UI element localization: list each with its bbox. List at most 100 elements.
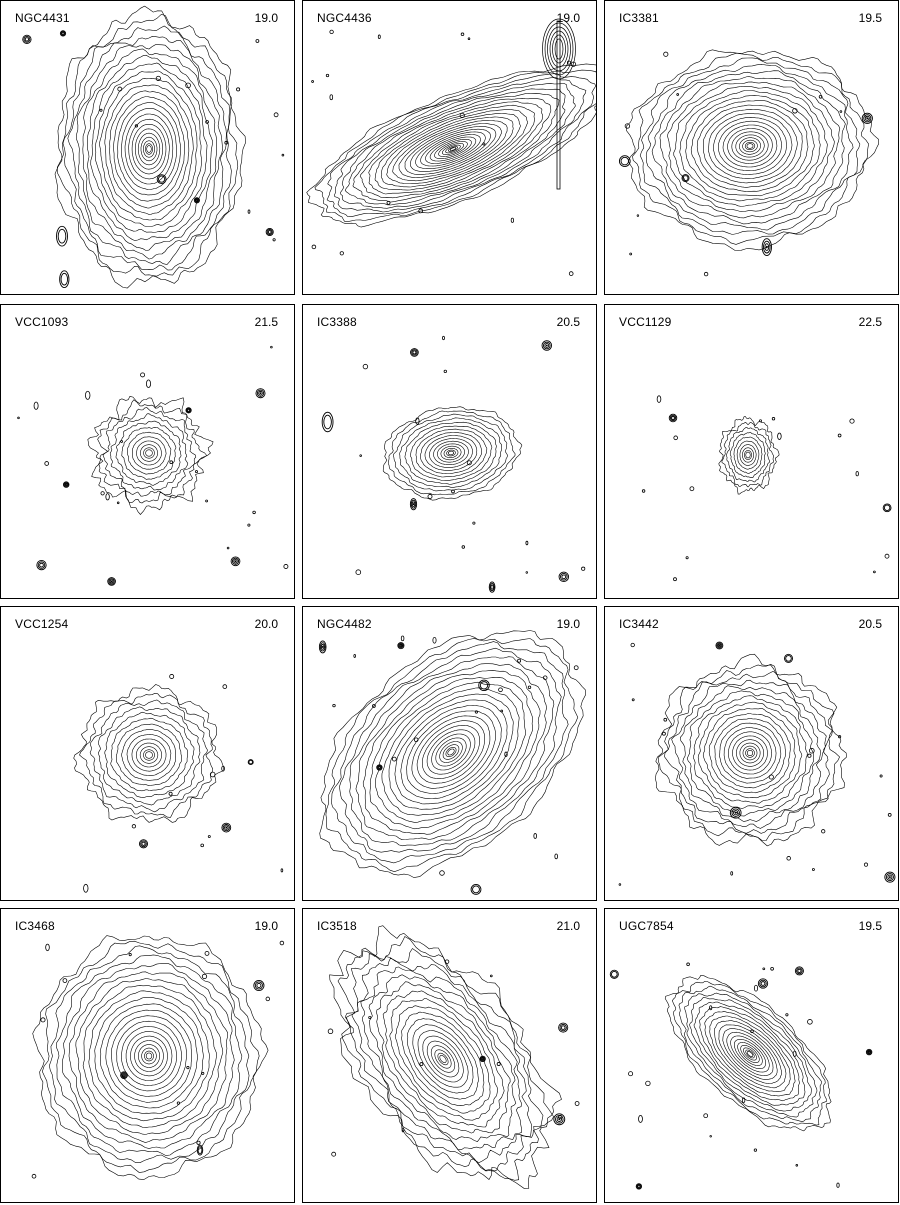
star-contour: [266, 229, 273, 235]
star-contour: [541, 340, 553, 351]
isophote-contour: [437, 1052, 449, 1066]
isophote-contour: [55, 954, 243, 1156]
star-contour: [807, 1019, 813, 1025]
star-contour: [254, 981, 263, 990]
star-contour: [31, 1173, 37, 1179]
isophote-contour: [735, 134, 765, 158]
star-contour: [279, 940, 285, 946]
isophote-contour: [97, 399, 208, 504]
isophote-contour: [128, 118, 170, 180]
star-contour: [783, 653, 793, 663]
star-contour: [410, 499, 417, 509]
isophote-contour: [426, 729, 476, 775]
contour-plot: [318, 630, 586, 895]
isophote-contour: [131, 436, 167, 470]
isophote-contour: [368, 974, 517, 1142]
isophote-contour: [360, 966, 522, 1151]
star-contour: [413, 737, 419, 743]
isophote-contour: [422, 725, 480, 779]
star-contour: [196, 1144, 204, 1156]
isophote-contour: [109, 90, 190, 209]
isophote-contour: [380, 109, 528, 188]
isophote-contour: [394, 699, 508, 805]
isophote-contour: [344, 88, 566, 206]
star-contour: [311, 244, 317, 250]
star-contour: [17, 416, 20, 420]
isophote-contour: [409, 126, 497, 172]
star-contour: [187, 408, 191, 412]
star-contour: [630, 642, 635, 648]
star-contour: [197, 1146, 203, 1154]
star-contour: [221, 765, 225, 772]
star-contour: [561, 574, 567, 580]
star-contour: [760, 981, 766, 986]
star-contour: [689, 486, 695, 492]
star-contour: [339, 251, 344, 256]
isophote-contour: [392, 116, 514, 182]
bright-star-contour: [542, 18, 576, 80]
isophote-contour: [420, 131, 486, 167]
star-contour: [811, 868, 815, 871]
star-contour: [255, 39, 260, 43]
isophote-contour: [110, 1015, 187, 1097]
isophote-contour: [326, 73, 596, 218]
star-contour: [703, 1113, 709, 1119]
star-contour: [764, 243, 770, 251]
star-contour: [809, 747, 815, 754]
star-contour: [252, 510, 256, 515]
star-contour: [377, 765, 382, 770]
star-contour: [33, 401, 39, 410]
star-contour: [624, 123, 631, 129]
isophote-contour: [729, 431, 766, 478]
isophote-contour: [657, 663, 840, 841]
star-contour: [131, 824, 137, 829]
isophote-contour: [382, 990, 505, 1128]
isophote-contour: [87, 54, 213, 241]
star-contour: [771, 417, 776, 421]
star-contour: [158, 175, 166, 183]
star-contour: [186, 1066, 190, 1070]
star-contour: [873, 570, 876, 574]
star-contour: [459, 112, 465, 118]
isophote-level: 20.0: [254, 617, 278, 631]
contour-plot: [641, 395, 892, 582]
star-contour: [64, 483, 68, 487]
isophote-contour: [678, 985, 822, 1123]
isophote-level: 19.0: [254, 11, 278, 25]
star-contour: [444, 959, 450, 964]
isophote-contour: [62, 963, 235, 1149]
isophote-contour: [143, 447, 155, 459]
isophote-contour: [90, 62, 208, 233]
isophote-contour: [745, 1049, 755, 1059]
bright-star-contour: [544, 22, 574, 76]
star-contour: [56, 225, 68, 247]
isophote-contour: [743, 1047, 757, 1061]
isophote-contour: [331, 641, 569, 864]
isophote-contour: [417, 1030, 469, 1088]
isophote-contour: [654, 653, 847, 847]
panel-vcc1093: VCC1093 21.5: [0, 304, 295, 599]
isophote-contour: [442, 744, 460, 760]
star-contour: [415, 417, 420, 425]
isophote-contour: [340, 83, 576, 209]
isophote-level: 19.0: [556, 617, 580, 631]
isophote-contour: [82, 985, 217, 1128]
isophote-contour: [145, 143, 153, 155]
star-contour: [321, 645, 324, 648]
star-contour: [542, 675, 548, 680]
star-contour: [553, 1113, 566, 1126]
isophote-contour: [104, 84, 194, 215]
isophote-contour: [407, 1018, 479, 1100]
isophote-contour: [314, 69, 596, 222]
star-contour: [256, 389, 265, 397]
isophote-level: 22.5: [858, 315, 882, 329]
star-contour: [656, 395, 662, 403]
isophote-contour: [130, 1035, 168, 1077]
star-contour: [795, 1164, 799, 1167]
contour-plot: [327, 925, 580, 1189]
star-contour: [510, 217, 515, 223]
star-contour: [609, 969, 619, 979]
isophote-contour: [382, 406, 523, 501]
star-contour: [108, 578, 115, 585]
isophote-contour: [415, 128, 491, 169]
